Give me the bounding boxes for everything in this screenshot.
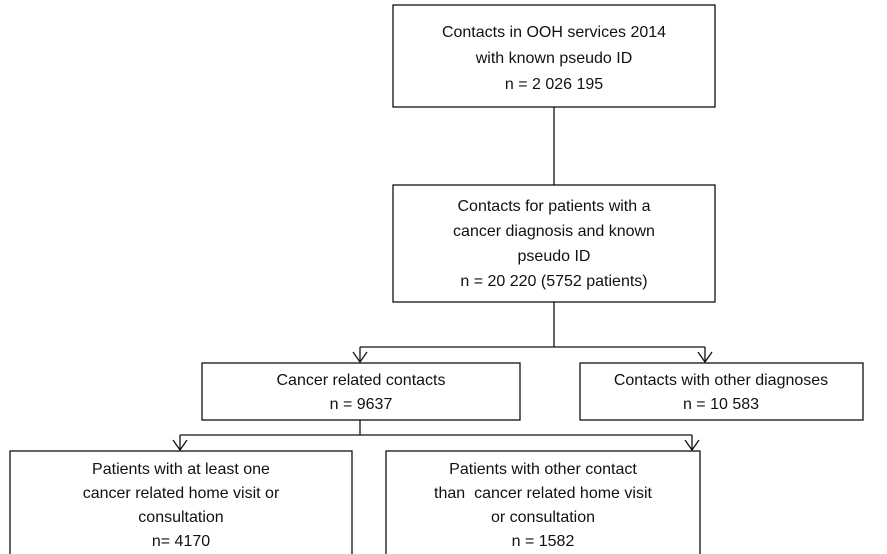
node-text: Patients with at least one bbox=[92, 461, 270, 478]
node-box bbox=[201, 362, 521, 421]
node-text: n = 10 583 bbox=[683, 396, 759, 413]
node-text: with known pseudo ID bbox=[475, 50, 633, 67]
node-text: Cancer related contacts bbox=[277, 372, 446, 389]
node-text: Contacts with other diagnoses bbox=[614, 372, 828, 389]
node-text: or consultation bbox=[491, 509, 595, 526]
node-text: n = 9637 bbox=[330, 396, 393, 413]
node-text: n= 4170 bbox=[152, 533, 210, 550]
node-text: cancer diagnosis and known bbox=[453, 223, 655, 240]
node-text: n = 1582 bbox=[512, 533, 575, 550]
arrowhead bbox=[352, 351, 368, 364]
node-text: Contacts in OOH services 2014 bbox=[442, 24, 666, 41]
node-text: cancer related home visit or bbox=[83, 485, 280, 502]
node-box bbox=[579, 362, 864, 421]
arrowhead bbox=[172, 439, 188, 452]
node-text: pseudo ID bbox=[518, 248, 591, 265]
node-text: n = 20 220 (5752 patients) bbox=[460, 273, 647, 290]
node-box bbox=[392, 184, 716, 303]
node-text: Contacts for patients with a bbox=[458, 198, 651, 215]
node-box bbox=[9, 450, 353, 554]
arrowhead bbox=[697, 351, 713, 364]
node-text: than cancer related home visit bbox=[434, 485, 652, 502]
node-text: n = 2 026 195 bbox=[505, 76, 603, 93]
node-box bbox=[392, 4, 716, 108]
node-box bbox=[385, 450, 701, 554]
node-text: Patients with other contact bbox=[449, 461, 637, 478]
arrowhead bbox=[684, 439, 700, 452]
node-text: consultation bbox=[138, 509, 223, 526]
